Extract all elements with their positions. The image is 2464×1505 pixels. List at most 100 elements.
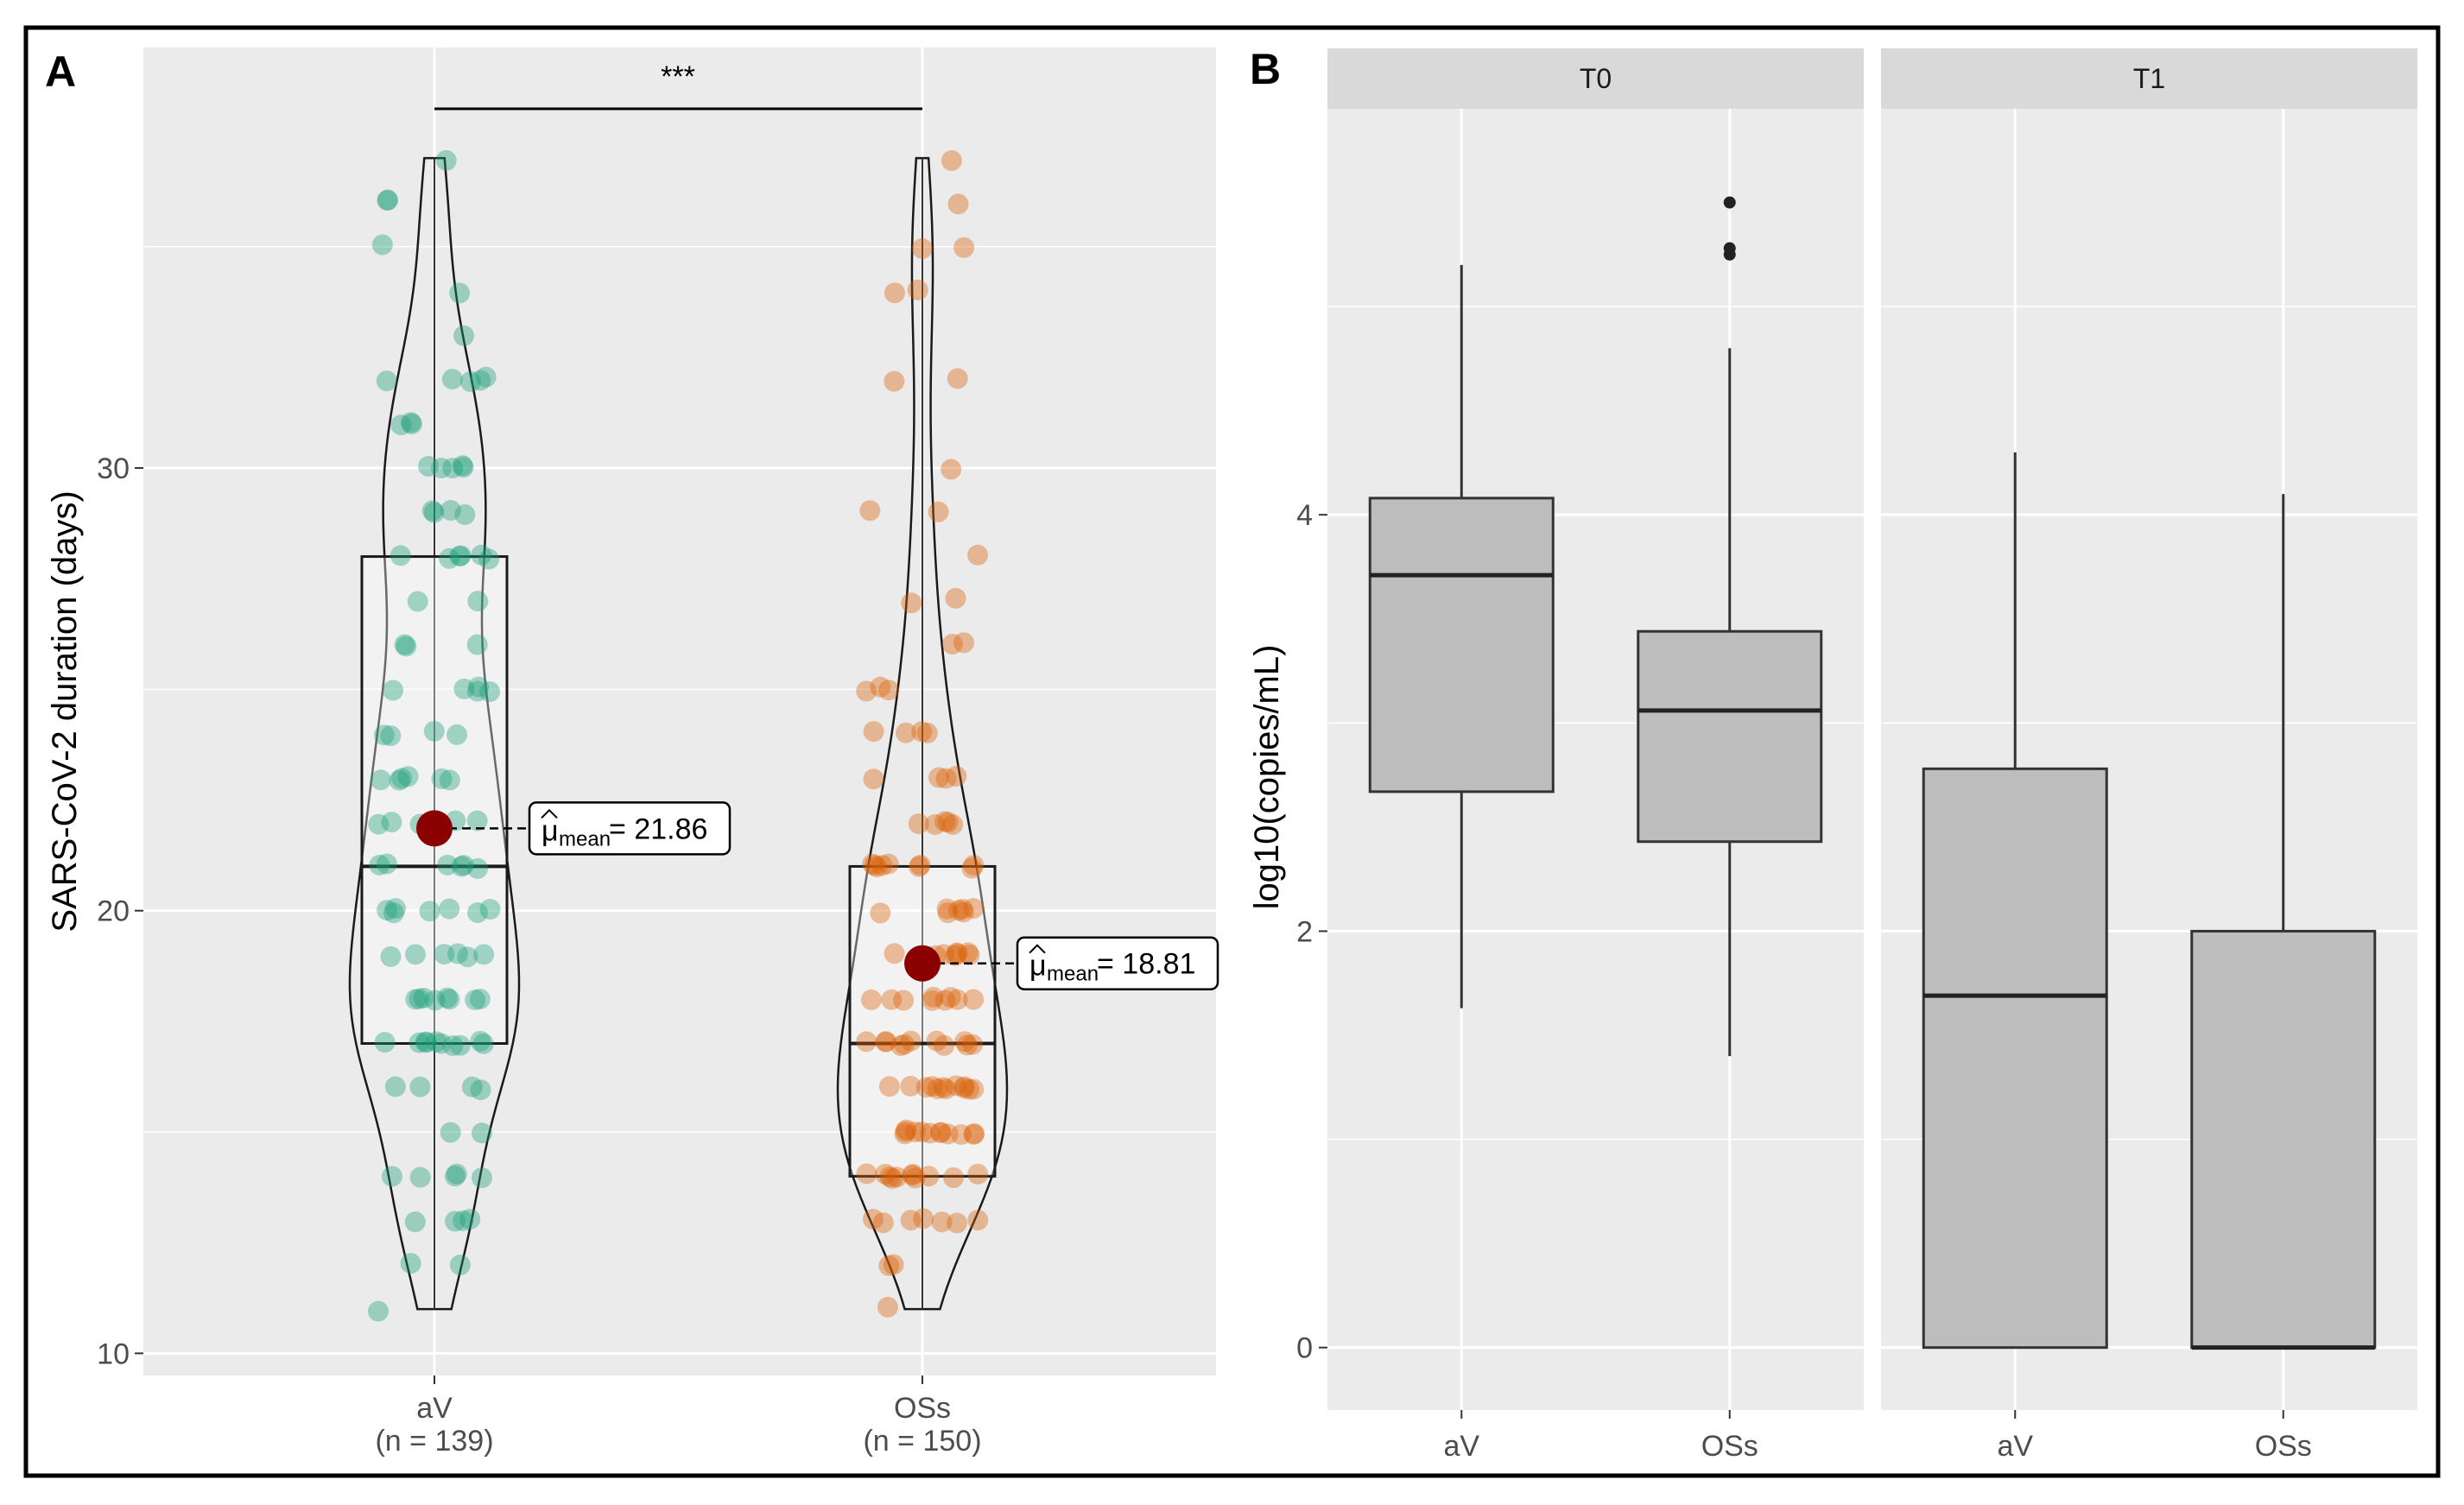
point-oss-2	[883, 1254, 904, 1275]
point-av-4	[453, 1210, 474, 1231]
point-av-14	[470, 1079, 491, 1101]
point-av-87	[423, 502, 445, 523]
box-av	[360, 555, 509, 1045]
mean-point-av	[416, 810, 453, 847]
point-av-81	[449, 546, 471, 567]
point-oss-67	[947, 943, 968, 964]
point-av-56	[466, 810, 488, 832]
point-oss-42	[933, 1077, 954, 1098]
point-av-102	[475, 366, 497, 388]
point-oss-87	[862, 853, 884, 875]
point-oss-98	[916, 722, 938, 743]
point-oss-16	[856, 1163, 877, 1185]
point-av-40	[457, 946, 478, 968]
strip-label-t0: T0	[1580, 63, 1612, 94]
point-av-22	[430, 1033, 452, 1054]
point-av-99	[376, 370, 397, 392]
b-xtick-label-t1-av: aV	[1997, 1430, 2033, 1463]
panel-b-facets: T0 aV OSs T1 aV OSs	[1327, 48, 2417, 1463]
point-oss-81	[961, 857, 983, 879]
point-oss-104	[856, 680, 877, 702]
point-oss-52	[875, 1031, 896, 1053]
point-oss-41	[953, 1076, 975, 1097]
point-av-66	[373, 724, 395, 746]
point-oss-83	[877, 853, 899, 875]
point-av-96	[390, 414, 412, 436]
point-oss-45	[956, 1034, 978, 1056]
outlier-t0-oss-1	[1723, 242, 1736, 255]
significance-label: ***	[661, 60, 695, 93]
panel-b-y-ticks: 0 2 4	[1296, 499, 1327, 1365]
violin-av	[348, 156, 521, 1311]
point-av-41	[380, 945, 402, 967]
point-oss-71	[946, 942, 967, 964]
point-av-39	[404, 944, 426, 965]
point-oss-43	[900, 1075, 922, 1097]
point-oss-13	[918, 1166, 940, 1187]
point-av-92	[430, 458, 452, 479]
point-av-18	[415, 1032, 437, 1053]
point-av-94	[452, 455, 473, 477]
strip-t1	[1881, 48, 2417, 109]
outlier-t0-oss-2	[1723, 196, 1736, 209]
point-oss-112	[941, 458, 962, 480]
mean-value-oss: = 18.81	[1097, 948, 1195, 981]
point-oss-14	[967, 1163, 989, 1185]
point-oss-31	[896, 1119, 917, 1141]
point-oss-96	[863, 768, 884, 790]
point-av-98	[441, 369, 463, 390]
point-av-61	[370, 769, 391, 791]
point-oss-80	[865, 855, 886, 876]
panel-a-y-axis-title: SARS-CoV-2 duration (days)	[46, 490, 84, 932]
point-oss-65	[884, 943, 905, 964]
point-av-79	[407, 591, 428, 612]
box-t1-av	[1922, 767, 2108, 1350]
point-av-24	[470, 1030, 491, 1052]
point-av-107	[377, 189, 399, 211]
point-av-93	[453, 457, 474, 478]
box-t0-av	[1368, 496, 1555, 794]
panel-a-y-ticks: 10 20 30	[97, 452, 143, 1370]
panel-a-background	[143, 47, 1216, 1375]
point-av-83	[478, 548, 500, 570]
mean-hat-oss	[1029, 944, 1046, 954]
point-av-89	[421, 500, 443, 522]
point-oss-53	[962, 1034, 984, 1055]
point-oss-116	[884, 282, 905, 304]
point-oss-49	[856, 1031, 877, 1053]
point-av-50	[453, 855, 474, 876]
a-xtick-n-oss: (n = 150)	[863, 1425, 981, 1458]
point-oss-1	[878, 1255, 900, 1276]
point-oss-109	[967, 544, 989, 566]
panel-a-means: μ mean= 21.86μ mean= 18.81	[416, 801, 1219, 990]
point-av-75	[396, 636, 417, 657]
point-oss-54	[875, 1031, 896, 1053]
point-av-16	[461, 1076, 483, 1097]
point-av-10	[471, 1167, 492, 1189]
point-av-97	[400, 412, 421, 433]
point-av-100	[459, 370, 481, 392]
point-av-51	[369, 854, 390, 876]
point-oss-68	[957, 942, 979, 964]
a-xtick-label-av: aV	[416, 1392, 453, 1425]
point-oss-12	[886, 1167, 908, 1188]
point-oss-47	[954, 1031, 976, 1053]
point-av-34	[439, 989, 460, 1010]
facet-t0: T0 aV OSs	[1327, 48, 1864, 1463]
point-oss-23	[895, 1121, 916, 1142]
point-av-37	[447, 943, 469, 964]
point-oss-30	[963, 1123, 985, 1145]
point-av-58	[381, 812, 402, 833]
point-oss-82	[963, 855, 985, 876]
point-oss-39	[915, 1077, 937, 1098]
significance-bracket: ***	[434, 60, 922, 111]
point-av-2	[449, 1255, 471, 1276]
point-av-52	[376, 853, 397, 875]
point-oss-86	[909, 854, 931, 876]
point-oss-7	[946, 1212, 967, 1234]
point-oss-115	[907, 279, 928, 300]
panel-b: B T0 aV OSs T1 aV OSs 0 2 4 log10(copies/mL)	[1248, 45, 2417, 1463]
point-av-6	[459, 1209, 481, 1230]
